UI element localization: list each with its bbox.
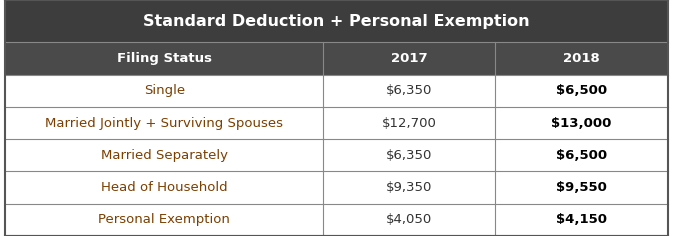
- Text: Filing Status: Filing Status: [117, 52, 212, 65]
- Bar: [5, 42, 668, 75]
- Text: Head of Household: Head of Household: [101, 181, 227, 194]
- Text: Married Separately: Married Separately: [101, 149, 228, 162]
- Bar: [5, 171, 668, 204]
- Bar: [5, 139, 668, 171]
- Text: Personal Exemption: Personal Exemption: [98, 213, 230, 226]
- Text: $6,500: $6,500: [556, 149, 607, 162]
- Bar: [5, 75, 668, 107]
- Text: $6,350: $6,350: [386, 84, 433, 97]
- Text: Standard Deduction + Personal Exemption: Standard Deduction + Personal Exemption: [143, 13, 530, 29]
- Text: 2017: 2017: [391, 52, 427, 65]
- Text: $13,000: $13,000: [551, 117, 612, 130]
- Text: $4,050: $4,050: [386, 213, 433, 226]
- Text: $4,150: $4,150: [556, 213, 607, 226]
- Text: 2018: 2018: [563, 52, 600, 65]
- Text: $9,550: $9,550: [556, 181, 607, 194]
- Bar: [5, 204, 668, 236]
- Bar: [5, 107, 668, 139]
- Text: $9,350: $9,350: [386, 181, 433, 194]
- Text: $6,350: $6,350: [386, 149, 433, 162]
- Text: Single: Single: [144, 84, 185, 97]
- Text: $12,700: $12,700: [382, 117, 437, 130]
- Text: $6,500: $6,500: [556, 84, 607, 97]
- Text: Married Jointly + Surviving Spouses: Married Jointly + Surviving Spouses: [45, 117, 283, 130]
- Bar: [5, 0, 668, 42]
